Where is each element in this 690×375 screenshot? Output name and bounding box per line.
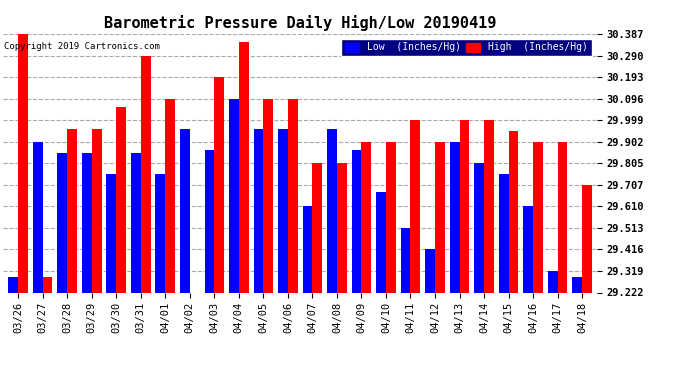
- Bar: [33, 142, 43, 292]
- Bar: [401, 228, 411, 292]
- Legend: Low  (Inches/Hg), High  (Inches/Hg): Low (Inches/Hg), High (Inches/Hg): [341, 39, 592, 56]
- Bar: [523, 207, 533, 292]
- Bar: [337, 163, 347, 292]
- Bar: [67, 129, 77, 292]
- Bar: [180, 129, 190, 292]
- Bar: [57, 153, 67, 292]
- Bar: [450, 142, 460, 292]
- Bar: [484, 120, 494, 292]
- Bar: [352, 150, 362, 292]
- Bar: [215, 77, 224, 292]
- Bar: [92, 129, 101, 292]
- Bar: [155, 174, 166, 292]
- Bar: [141, 56, 150, 292]
- Bar: [204, 150, 215, 292]
- Bar: [548, 271, 558, 292]
- Bar: [264, 99, 273, 292]
- Bar: [106, 174, 116, 292]
- Bar: [499, 174, 509, 292]
- Bar: [411, 120, 420, 292]
- Bar: [166, 99, 175, 292]
- Bar: [386, 142, 396, 292]
- Bar: [327, 129, 337, 292]
- Bar: [229, 99, 239, 292]
- Title: Barometric Pressure Daily High/Low 20190419: Barometric Pressure Daily High/Low 20190…: [104, 15, 496, 31]
- Bar: [303, 207, 313, 292]
- Bar: [435, 142, 445, 292]
- Bar: [18, 34, 28, 292]
- Bar: [253, 129, 264, 292]
- Bar: [474, 163, 484, 292]
- Bar: [425, 249, 435, 292]
- Bar: [116, 107, 126, 292]
- Bar: [131, 153, 141, 292]
- Bar: [362, 142, 371, 292]
- Bar: [43, 278, 52, 292]
- Bar: [509, 131, 518, 292]
- Bar: [572, 278, 582, 292]
- Bar: [82, 153, 92, 292]
- Bar: [313, 163, 322, 292]
- Bar: [288, 99, 297, 292]
- Bar: [533, 142, 543, 292]
- Bar: [582, 185, 592, 292]
- Bar: [8, 278, 18, 292]
- Bar: [376, 192, 386, 292]
- Bar: [278, 129, 288, 292]
- Text: Copyright 2019 Cartronics.com: Copyright 2019 Cartronics.com: [4, 42, 160, 51]
- Bar: [558, 142, 567, 292]
- Bar: [460, 120, 469, 292]
- Bar: [190, 292, 199, 299]
- Bar: [239, 42, 248, 292]
